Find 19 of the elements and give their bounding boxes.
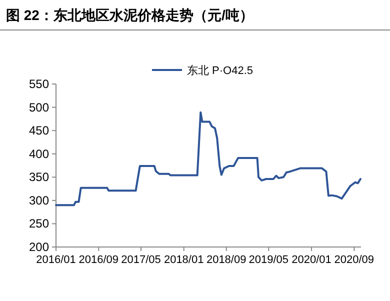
- legend-label: 东北 P·O42.5: [187, 64, 254, 77]
- y-tick-label: 300: [28, 193, 50, 208]
- y-tick-label: 250: [28, 216, 50, 231]
- x-tick-label: 2020/01: [292, 254, 332, 266]
- chart-title: 图 22：东北地区水泥价格走势（元/吨）: [6, 7, 254, 23]
- x-tick-label: 2019/05: [248, 254, 289, 266]
- y-tick-label: 350: [28, 170, 50, 184]
- x-tick-label: 2018/01: [164, 254, 204, 266]
- line-series: [55, 111, 362, 206]
- y-tick-label: 400: [28, 146, 50, 161]
- y-tick-label: 450: [28, 124, 50, 138]
- x-tick-label: 2017/05: [121, 254, 161, 266]
- x-tick-label: 2016/01: [36, 254, 76, 266]
- y-tick-label: 500: [28, 100, 50, 114]
- x-tick-label: 2018/09: [206, 254, 246, 266]
- x-tick-label: 2020/09: [334, 254, 374, 266]
- y-tick-label: 200: [28, 240, 50, 254]
- x-tick-label: 2016/09: [78, 254, 119, 266]
- y-tick-label: 550: [28, 77, 50, 91]
